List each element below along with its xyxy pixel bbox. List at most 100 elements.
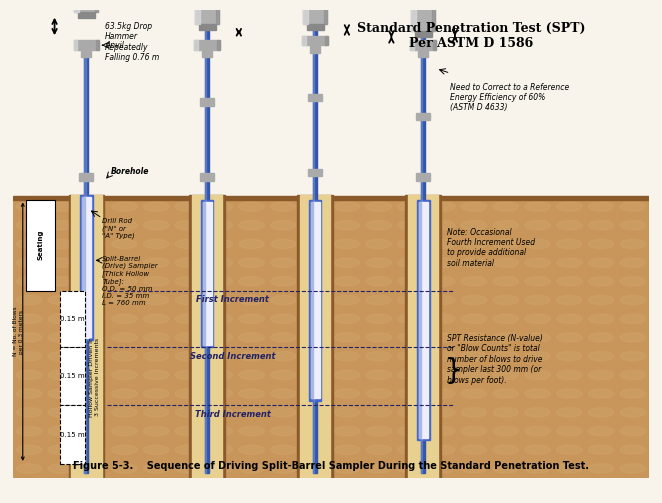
Ellipse shape (207, 370, 232, 380)
Text: Drill Rod
("N" or
"A" Type): Drill Rod ("N" or "A" Type) (102, 218, 135, 239)
Ellipse shape (112, 220, 137, 230)
Ellipse shape (366, 352, 391, 361)
Ellipse shape (303, 445, 328, 455)
Ellipse shape (175, 295, 201, 305)
Ellipse shape (525, 314, 550, 323)
Ellipse shape (112, 202, 137, 211)
Ellipse shape (112, 314, 137, 323)
Ellipse shape (461, 202, 487, 211)
Ellipse shape (525, 202, 550, 211)
Ellipse shape (271, 464, 296, 473)
Ellipse shape (525, 277, 550, 286)
Text: Standard Penetration Test (SPT)
Per ASTM D 1586: Standard Penetration Test (SPT) Per ASTM… (357, 22, 585, 50)
Ellipse shape (557, 352, 582, 361)
Ellipse shape (48, 464, 73, 473)
Ellipse shape (175, 239, 201, 248)
Ellipse shape (557, 277, 582, 286)
Ellipse shape (589, 295, 614, 305)
Bar (13, 200, 649, 478)
Ellipse shape (557, 220, 582, 230)
Bar (199, 24, 216, 30)
Ellipse shape (557, 202, 582, 211)
Ellipse shape (112, 277, 137, 286)
Ellipse shape (112, 464, 137, 473)
Ellipse shape (493, 258, 518, 268)
Bar (308, 94, 322, 101)
Ellipse shape (493, 464, 518, 473)
Ellipse shape (334, 333, 359, 342)
Ellipse shape (17, 277, 42, 286)
Ellipse shape (144, 333, 169, 342)
Ellipse shape (430, 407, 455, 417)
Ellipse shape (144, 389, 169, 398)
Bar (200, 174, 214, 181)
Bar (74, 0, 79, 13)
Bar (421, 31, 422, 473)
Bar (416, 174, 430, 181)
Ellipse shape (17, 202, 42, 211)
Ellipse shape (303, 314, 328, 323)
Ellipse shape (271, 407, 296, 417)
Ellipse shape (461, 258, 487, 268)
Ellipse shape (80, 202, 105, 211)
Ellipse shape (620, 258, 645, 268)
Ellipse shape (48, 202, 73, 211)
Ellipse shape (366, 295, 391, 305)
Ellipse shape (620, 333, 645, 342)
Ellipse shape (493, 333, 518, 342)
Ellipse shape (112, 239, 137, 248)
Ellipse shape (80, 239, 105, 248)
Ellipse shape (80, 333, 105, 342)
Ellipse shape (144, 352, 169, 361)
Ellipse shape (589, 389, 614, 398)
Text: First Increment: First Increment (196, 295, 269, 304)
Ellipse shape (525, 370, 550, 380)
Ellipse shape (366, 220, 391, 230)
Bar (80, 195, 93, 340)
Ellipse shape (144, 220, 169, 230)
Ellipse shape (589, 445, 614, 455)
Ellipse shape (17, 220, 42, 230)
Ellipse shape (525, 258, 550, 268)
Ellipse shape (271, 370, 296, 380)
Ellipse shape (589, 427, 614, 436)
Text: N = No. of Blows
per 0.3 meters: N = No. of Blows per 0.3 meters (13, 307, 24, 357)
Bar (410, 40, 414, 50)
Ellipse shape (175, 202, 201, 211)
Ellipse shape (207, 295, 232, 305)
Ellipse shape (398, 407, 423, 417)
Ellipse shape (398, 445, 423, 455)
Bar (73, 40, 99, 50)
Ellipse shape (48, 445, 73, 455)
Ellipse shape (48, 352, 73, 361)
Bar (313, 22, 314, 473)
Ellipse shape (398, 220, 423, 230)
Ellipse shape (493, 314, 518, 323)
Bar (189, 195, 225, 478)
Ellipse shape (366, 314, 391, 323)
Ellipse shape (239, 407, 264, 417)
Ellipse shape (144, 239, 169, 248)
Bar (195, 0, 200, 24)
Ellipse shape (112, 258, 137, 268)
Ellipse shape (175, 333, 201, 342)
Ellipse shape (207, 220, 232, 230)
Ellipse shape (207, 314, 232, 323)
Ellipse shape (239, 202, 264, 211)
Ellipse shape (430, 220, 455, 230)
Ellipse shape (144, 445, 169, 455)
Bar (411, 1, 435, 31)
Ellipse shape (366, 333, 391, 342)
Ellipse shape (303, 352, 328, 361)
Ellipse shape (493, 277, 518, 286)
Ellipse shape (175, 389, 201, 398)
Ellipse shape (17, 407, 42, 417)
Ellipse shape (366, 202, 391, 211)
Ellipse shape (334, 314, 359, 323)
Ellipse shape (557, 407, 582, 417)
Ellipse shape (303, 333, 328, 342)
Ellipse shape (112, 333, 137, 342)
Bar (82, 197, 91, 338)
Bar (202, 50, 212, 57)
Text: }: } (444, 358, 462, 385)
